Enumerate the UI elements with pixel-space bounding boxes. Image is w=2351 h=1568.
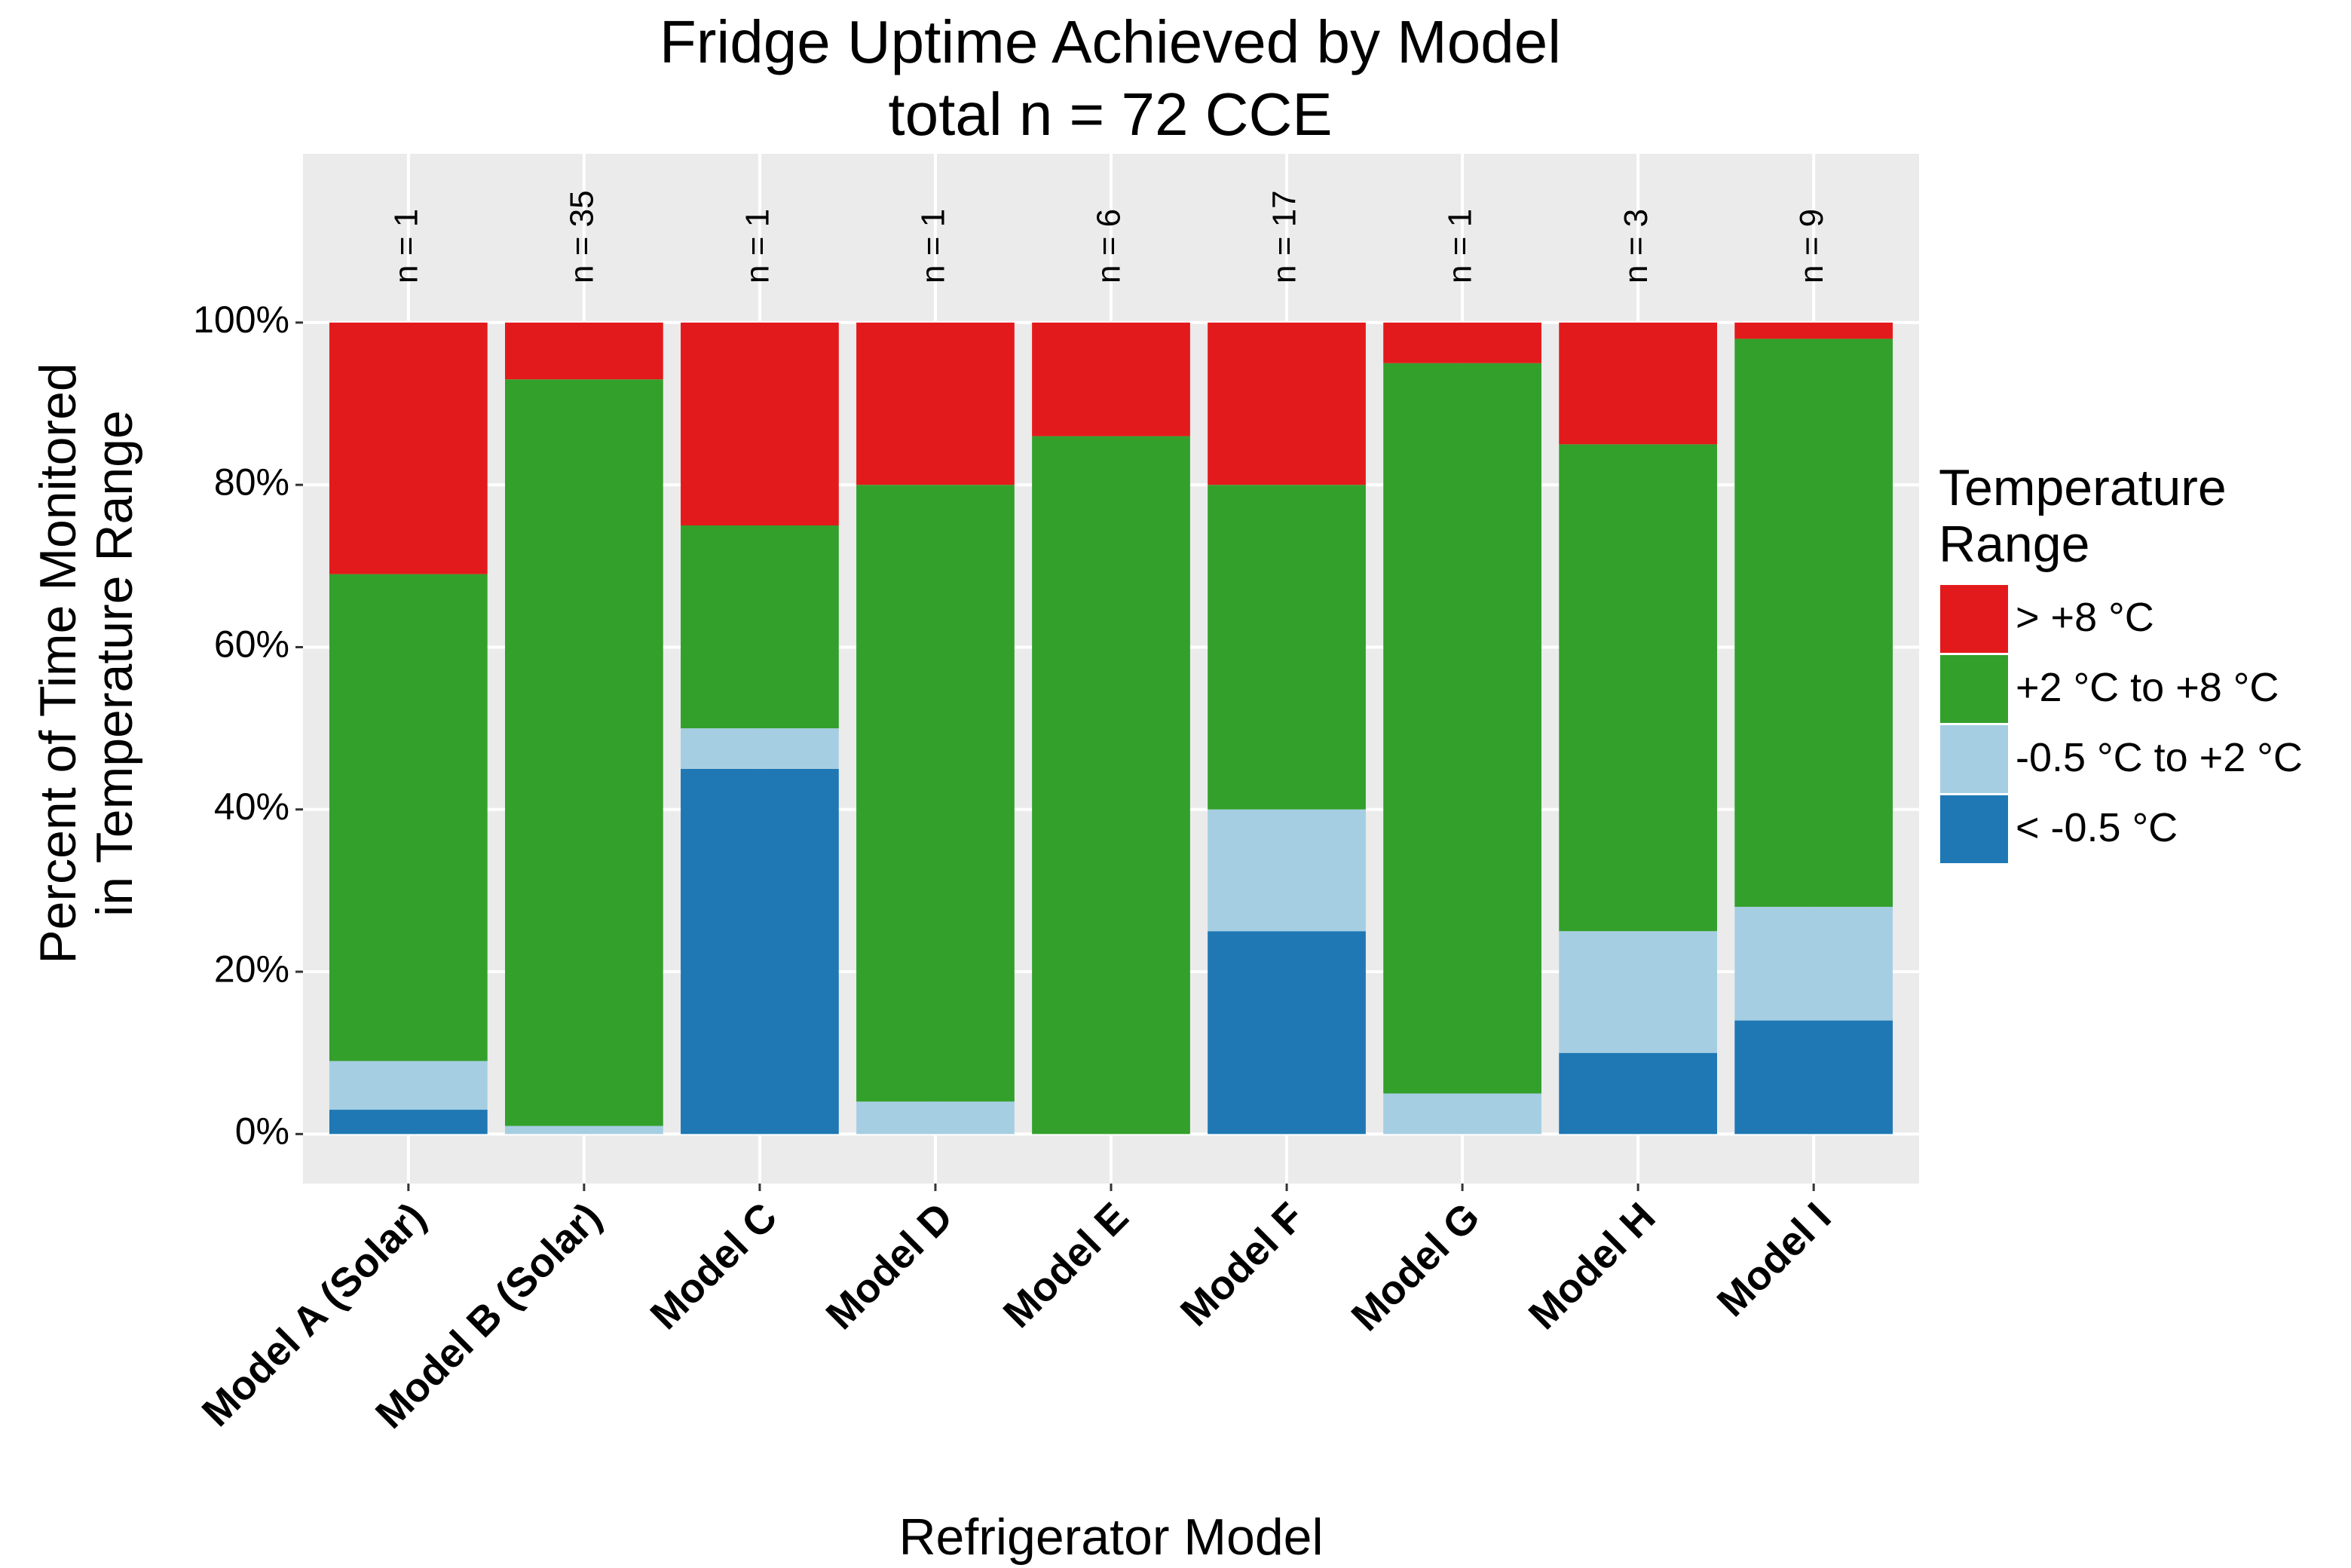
bar-segment <box>1032 322 1190 436</box>
bar-segment <box>1734 1020 1893 1135</box>
annotation: n = 35 <box>563 190 600 283</box>
bar-segment <box>856 322 1015 485</box>
legend-label: < -0.5 °C <box>2016 805 2178 850</box>
x-tick-label: Model G <box>1343 1194 1489 1340</box>
legend-key <box>1940 725 2008 793</box>
bar-segment <box>856 1101 1015 1135</box>
legend-key <box>1940 795 2008 863</box>
bar-segment <box>505 379 663 1126</box>
bar-segment <box>329 322 488 574</box>
y-tick-label: 40% <box>214 786 289 828</box>
bar-segment <box>1734 906 1893 1021</box>
y-tick-label: 20% <box>214 948 289 990</box>
bar-segment <box>1383 363 1541 1094</box>
chart-title: Fridge Uptime Achieved by Model <box>659 8 1562 75</box>
y-tick-label: 100% <box>193 299 289 341</box>
chart-subtitle: total n = 72 CCE <box>888 81 1333 148</box>
bar-segment <box>1208 322 1366 485</box>
x-tick-label: Model F <box>1172 1194 1313 1335</box>
bar-segment <box>1559 1052 1717 1135</box>
bar-segment <box>505 1125 663 1135</box>
annotation: n = 9 <box>1793 209 1830 283</box>
legend-title: Temperature Range <box>1939 459 2227 573</box>
bar-segment <box>1559 931 1717 1053</box>
annotation: n = 3 <box>1618 209 1655 283</box>
bar-segment <box>681 322 839 526</box>
bar-segment <box>1208 485 1366 810</box>
x-tick-label: Model C <box>641 1194 785 1338</box>
bar-segment <box>1032 436 1190 1135</box>
x-tick-label: Model D <box>818 1194 962 1338</box>
bar-segment <box>1208 931 1366 1135</box>
bar-segment <box>1208 809 1366 932</box>
annotation: n = 6 <box>1091 209 1128 283</box>
x-tick-label: Model E <box>995 1194 1137 1337</box>
bar-segment <box>329 574 488 1061</box>
bar-segment <box>329 1110 488 1135</box>
legend-label: > +8 °C <box>2016 595 2154 640</box>
bar-segment <box>1559 322 1717 445</box>
legend-label: +2 °C to +8 °C <box>2016 665 2279 710</box>
annotation: n = 17 <box>1266 190 1303 283</box>
bar-segment <box>681 525 839 729</box>
y-axis-label: Percent of Time Monitored in Temperature… <box>29 363 143 964</box>
annotation: n = 1 <box>915 209 952 283</box>
bar-segment <box>1734 322 1893 339</box>
y-tick-label: 0% <box>235 1110 289 1153</box>
legend-key <box>1940 585 2008 653</box>
bar-segment <box>1559 444 1717 932</box>
bar-segment <box>505 322 663 380</box>
y-tick-label: 60% <box>214 623 289 666</box>
y-tick-label: 80% <box>214 461 289 503</box>
annotation: n = 1 <box>1442 209 1479 283</box>
annotation: n = 1 <box>387 209 424 283</box>
bar-segment <box>1383 322 1541 363</box>
bar-segment <box>681 728 839 769</box>
x-tick-label: Model H <box>1520 1194 1664 1338</box>
legend-key <box>1940 655 2008 723</box>
x-axis-label: Refrigerator Model <box>898 1508 1324 1566</box>
bar-segment <box>1734 338 1893 907</box>
bar-segment <box>1383 1093 1541 1135</box>
annotation: n = 1 <box>739 209 776 283</box>
bar-segment <box>856 485 1015 1102</box>
bar-segment <box>681 768 839 1135</box>
legend-label: -0.5 °C to +2 °C <box>2016 735 2303 780</box>
x-tick-label: Model I <box>1709 1194 1840 1325</box>
bar-segment <box>329 1061 488 1110</box>
